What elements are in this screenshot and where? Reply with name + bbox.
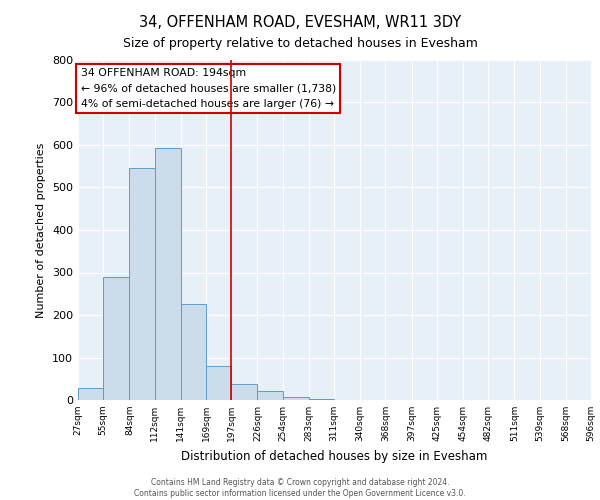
Bar (130, 168, 155, 400)
Bar (78, 388, 103, 400)
Bar (181, 304, 206, 400)
Text: 34, OFFENHAM ROAD, EVESHAM, WR11 3DY: 34, OFFENHAM ROAD, EVESHAM, WR11 3DY (139, 15, 461, 30)
Bar (103, 277, 130, 400)
Bar (309, 398, 334, 400)
Bar (231, 384, 257, 400)
Bar (283, 396, 309, 400)
Text: Contains HM Land Registry data © Crown copyright and database right 2024.
Contai: Contains HM Land Registry data © Crown c… (134, 478, 466, 498)
Bar (155, 148, 181, 400)
X-axis label: Distribution of detached houses by size in Evesham: Distribution of detached houses by size … (181, 450, 488, 462)
Text: Size of property relative to detached houses in Evesham: Size of property relative to detached ho… (122, 38, 478, 51)
Bar (206, 366, 231, 400)
Y-axis label: Number of detached properties: Number of detached properties (37, 142, 46, 318)
Bar (257, 390, 283, 400)
Text: 34 OFFENHAM ROAD: 194sqm
← 96% of detached houses are smaller (1,738)
4% of semi: 34 OFFENHAM ROAD: 194sqm ← 96% of detach… (80, 68, 336, 109)
